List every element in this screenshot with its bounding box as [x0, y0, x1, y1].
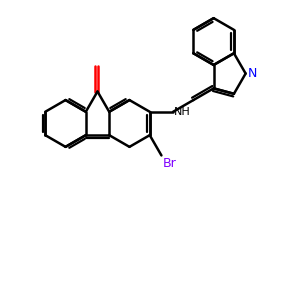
Text: NH: NH [174, 107, 191, 117]
Text: Br: Br [163, 157, 177, 170]
Text: N: N [248, 67, 257, 80]
